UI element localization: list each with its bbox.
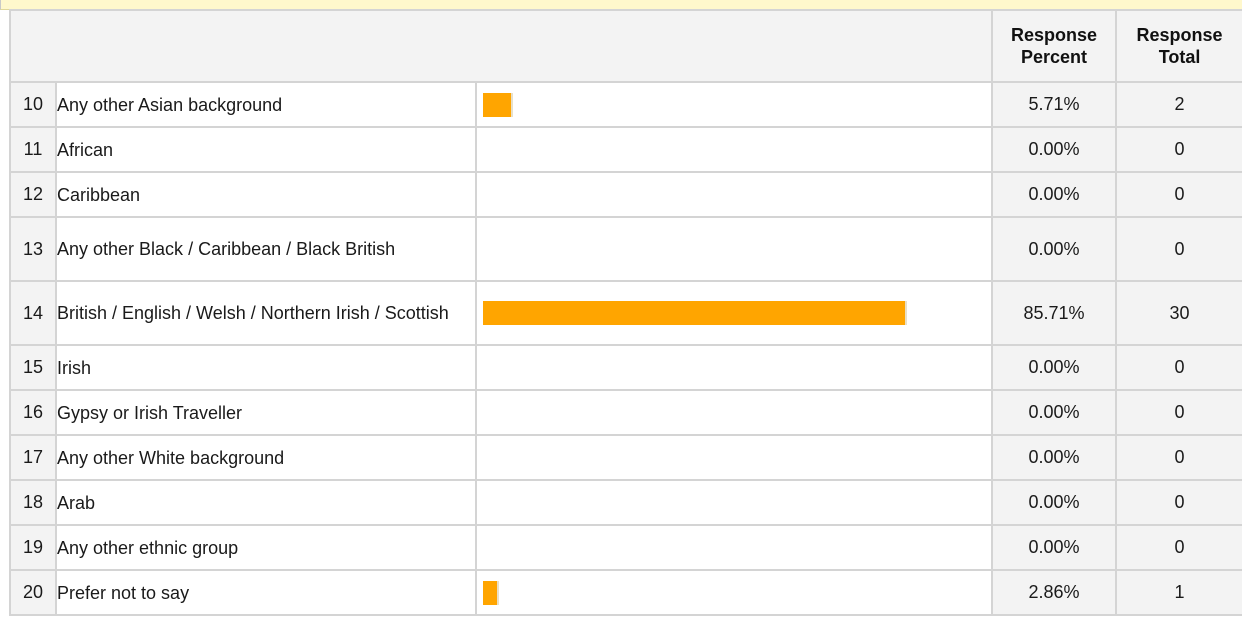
row-number: 19 — [9, 524, 57, 571]
row-number: 20 — [9, 569, 57, 616]
bar-cell — [474, 344, 994, 391]
table-row: 10 Any other Asian background 5.71% 2 — [9, 81, 1242, 128]
row-number: 14 — [9, 280, 57, 346]
table-row: 16 Gypsy or Irish Traveller 0.00% 0 — [9, 389, 1242, 436]
table-row: 20 Prefer not to say 2.86% 1 — [9, 569, 1242, 616]
bar-cell — [474, 171, 994, 218]
row-number: 16 — [9, 389, 57, 436]
table-row: 11 African 0.00% 0 — [9, 126, 1242, 173]
header-blank-cell — [8, 9, 994, 83]
response-percent: 0.00% — [991, 524, 1118, 571]
response-total: 0 — [1115, 524, 1242, 571]
answer-label: Gypsy or Irish Traveller — [55, 389, 477, 436]
row-number: 10 — [9, 81, 57, 128]
answer-label: Any other Asian background — [55, 81, 477, 128]
row-number: 13 — [9, 216, 57, 282]
bar-cell — [474, 280, 994, 346]
response-percent-header: Response Percent — [991, 9, 1118, 83]
response-total: 30 — [1115, 280, 1242, 346]
bar-cell — [474, 434, 994, 481]
answer-label: Irish — [55, 344, 477, 391]
response-bar — [483, 92, 513, 117]
response-percent: 0.00% — [991, 434, 1118, 481]
response-percent: 85.71% — [991, 280, 1118, 346]
response-total: 0 — [1115, 216, 1242, 282]
response-total: 0 — [1115, 126, 1242, 173]
table-row: 13 Any other Black / Caribbean / Black B… — [9, 216, 1242, 282]
response-bar — [483, 580, 499, 605]
response-percent: 0.00% — [991, 126, 1118, 173]
row-number: 18 — [9, 479, 57, 526]
row-number: 15 — [9, 344, 57, 391]
response-percent: 5.71% — [991, 81, 1118, 128]
table-row: 17 Any other White background 0.00% 0 — [9, 434, 1242, 481]
answer-label: Prefer not to say — [55, 569, 477, 616]
table-row: 18 Arab 0.00% 0 — [9, 479, 1242, 526]
results-body: 10 Any other Asian background 5.71% 2 11… — [9, 81, 1242, 616]
response-percent: 0.00% — [991, 171, 1118, 218]
bar-cell — [474, 126, 994, 173]
answer-label: Arab — [55, 479, 477, 526]
response-total-header: Response Total — [1115, 9, 1242, 83]
response-bar — [483, 301, 907, 325]
bar-cell — [474, 524, 994, 571]
response-total: 0 — [1115, 344, 1242, 391]
answer-label: Any other Black / Caribbean / Black Brit… — [55, 216, 477, 282]
answer-label: African — [55, 126, 477, 173]
table-row: 14 British / English / Welsh / Northern … — [9, 280, 1242, 346]
table-row: 15 Irish 0.00% 0 — [9, 344, 1242, 391]
response-total: 0 — [1115, 389, 1242, 436]
table-row: 12 Caribbean 0.00% 0 — [9, 171, 1242, 218]
answer-label: Any other ethnic group — [55, 524, 477, 571]
response-percent: 0.00% — [991, 344, 1118, 391]
response-total: 0 — [1115, 171, 1242, 218]
answer-label: British / English / Welsh / Northern Iri… — [55, 280, 477, 346]
row-number: 17 — [9, 434, 57, 481]
results-table: Response Percent Response Total 10 Any o… — [8, 9, 1242, 616]
row-number: 11 — [9, 126, 57, 173]
table-header-row: Response Percent Response Total — [8, 9, 1242, 83]
bar-cell — [474, 216, 994, 282]
table-row: 19 Any other ethnic group 0.00% 0 — [9, 524, 1242, 571]
response-total: 1 — [1115, 569, 1242, 616]
response-total: 2 — [1115, 81, 1242, 128]
response-percent: 0.00% — [991, 389, 1118, 436]
bar-cell — [474, 569, 994, 616]
response-percent: 0.00% — [991, 479, 1118, 526]
response-total: 0 — [1115, 479, 1242, 526]
response-percent: 2.86% — [991, 569, 1118, 616]
answer-label: Caribbean — [55, 171, 477, 218]
answer-label: Any other White background — [55, 434, 477, 481]
row-number: 12 — [9, 171, 57, 218]
bar-cell — [474, 389, 994, 436]
response-total: 0 — [1115, 434, 1242, 481]
bar-cell — [474, 81, 994, 128]
bar-cell — [474, 479, 994, 526]
response-percent: 0.00% — [991, 216, 1118, 282]
